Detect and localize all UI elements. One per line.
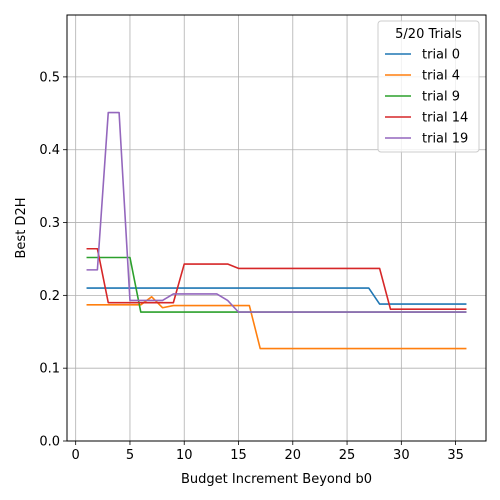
x-tick-label: 25 [339, 448, 356, 463]
y-ticks: 0.0 0.1 0.2 0.3 0.4 0.5 [39, 70, 67, 450]
y-tick-label: 0.5 [39, 70, 60, 85]
series-lines [86, 111, 467, 350]
legend-title: 5/20 Trials [395, 27, 462, 42]
x-ticks: 0 5 10 15 20 25 30 35 [72, 441, 464, 463]
y-axis-label: Best D2H [14, 198, 29, 259]
x-tick-label: 35 [447, 448, 464, 463]
x-tick-label: 30 [393, 448, 410, 463]
y-tick-label: 0.3 [39, 216, 60, 231]
legend-label: trial 19 [422, 132, 468, 147]
x-tick-label: 10 [176, 448, 193, 463]
series-line-trial-3 [86, 247, 467, 310]
x-axis-label: Budget Increment Beyond b0 [181, 472, 372, 487]
y-tick-label: 0.2 [39, 289, 60, 304]
x-tick-label: 15 [230, 448, 247, 463]
y-tick-label: 0.4 [39, 143, 60, 158]
legend-label: trial 14 [422, 111, 468, 126]
plot-frame [66, 14, 487, 442]
legend: 5/20 Trials trial 0 trial 4 trial 9 trial 1… [377, 20, 480, 153]
y-tick-label: 0.1 [39, 362, 60, 377]
x-tick-label: 0 [72, 448, 80, 463]
x-tick-label: 5 [126, 448, 134, 463]
legend-label: trial 9 [422, 90, 460, 105]
series-line-trial-4 [86, 111, 467, 313]
y-tick-label: 0.0 [39, 435, 60, 450]
legend-label: trial 4 [422, 69, 460, 84]
series-line-trial-1 [86, 296, 467, 350]
legend-label: trial 0 [422, 48, 460, 63]
x-tick-label: 20 [285, 448, 302, 463]
series-line-trial-0 [86, 287, 467, 305]
legend-entries: trial 0 trial 4 trial 9 trial 14 trial 19 [385, 48, 468, 147]
